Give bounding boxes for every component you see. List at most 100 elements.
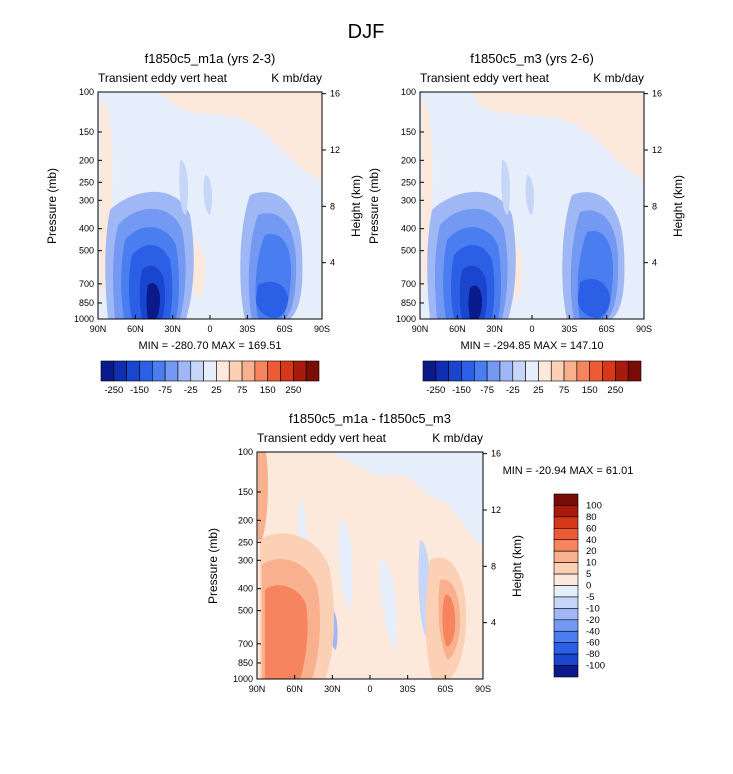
colorbar-swatch [553,585,579,598]
y-tick-label: 150 [238,487,253,497]
y-tick-label: 1000 [233,674,253,684]
panel-3-polar-edge [258,452,269,540]
colorbar-swatch [553,493,579,506]
y-tick-label: 850 [238,658,253,668]
colorbar-label: -5 [586,592,594,603]
x-tick-label: 30N [324,684,341,694]
colorbar-label: 250 [607,385,623,396]
height-tick-label: 8 [652,201,657,211]
height-tick-label: 12 [652,145,662,155]
colorbar-label: -60 [586,638,600,649]
panel-2-axis-ticks: 90N 60N 30N 0 30S 60S 90S 100 150 200 250 300 400 500… [396,87,662,334]
colorbar-swatch [190,360,204,382]
colorbar-swatch [553,596,579,609]
panel-3-title: f1850c5_m1a - f1850c5_m3 [289,411,451,426]
panel-2-left-string: Transient eddy vert heat [420,71,550,85]
colorbar-swatch [254,360,269,382]
y-tick-label: 200 [238,515,253,525]
colorbar-swatch [553,630,579,643]
colorbar-swatch [553,539,579,552]
panel-2-ylabel: Pressure (mb) [367,168,381,244]
height-tick-label: 12 [330,145,340,155]
panel-3-units: K mb/day [432,431,483,445]
x-tick-label: 30S [400,684,416,694]
colorbar-swatch [499,360,514,382]
panel-1-positive-upper [160,92,322,180]
panel-1: f1850c5_m1a (yrs 2-3) Transient eddy ver… [45,51,363,396]
x-tick-label: 90N [90,324,107,334]
y-tick-label: 1000 [396,314,416,324]
x-tick-label: 90N [412,324,429,334]
colorbar-swatch [435,360,449,382]
colorbar-swatch [305,360,320,382]
panel-3-min-max: MIN = -20.94 MAX = 61.01 [503,465,634,477]
colorbar-swatch [563,360,578,382]
panel-2-colorbar: -250 -150 -75 -25 25 75 150 250 [422,360,642,396]
panel-3-negative-upper [330,452,483,545]
colorbar-swatch [177,360,192,382]
colorbar-swatch [241,360,256,382]
colorbar-label: -25 [184,385,198,396]
colorbar-label: -80 [586,649,600,660]
colorbar-label: 150 [582,385,598,396]
panel-2-field [420,92,644,319]
colorbar-swatch [553,528,579,541]
colorbar-label: 75 [559,385,570,396]
colorbar-swatch [550,360,565,382]
colorbar-swatch [553,619,579,632]
colorbar-label: 40 [586,535,597,546]
colorbar-swatch [553,573,579,586]
colorbar-swatch [164,360,179,382]
x-tick-label: 60N [449,324,466,334]
y-tick-label: 250 [401,177,416,187]
y-tick-label: 700 [238,639,253,649]
colorbar-swatch [589,360,603,382]
y-tick-label: 150 [401,127,416,137]
panel-3-axis-ticks: 90N 60N 30N 0 30S 60S 90S 100 150 200 250 300 400 500… [233,447,501,694]
colorbar-label: -75 [480,385,494,396]
y-tick-label: 850 [79,298,94,308]
x-tick-label: 0 [207,324,212,334]
colorbar-swatch [553,505,579,518]
panel-2-units: K mb/day [593,71,644,85]
colorbar-swatch [267,360,281,382]
colorbar-swatch [553,665,579,678]
x-tick-label: 30N [164,324,181,334]
colorbar-swatch [553,516,579,529]
y-tick-label: 100 [401,87,416,97]
colorbar-label: 25 [211,385,222,396]
panel-2-weak-negative-a [501,160,510,215]
panel-2-positive-upper [470,92,644,180]
colorbar-swatch [422,360,437,382]
panel-3-field [257,452,483,679]
colorbar-swatch [139,360,153,382]
panel-2-nh-core [468,285,482,319]
colorbar-swatch [512,360,526,382]
height-tick-label: 4 [330,258,335,268]
x-tick-label: 90N [249,684,266,694]
colorbar-swatch [461,360,475,382]
panel-3-left-string: Transient eddy vert heat [257,431,387,445]
y-tick-label: 700 [79,279,94,289]
y-tick-label: 1000 [74,314,94,324]
colorbar-label: 0 [586,581,591,592]
panel-1-weak-negative-b [203,175,213,215]
y-tick-label: 700 [401,279,416,289]
y-tick-label: 100 [79,87,94,97]
y-tick-label: 300 [401,195,416,205]
colorbar-swatch [228,360,243,382]
colorbar-swatch [216,360,230,382]
colorbar-swatch [627,360,642,382]
colorbar-swatch [553,562,579,575]
panel-2-ylabel-right: Height (km) [671,175,685,237]
colorbar-label: 80 [586,512,597,523]
y-tick-label: 500 [401,246,416,256]
colorbar-swatch [151,360,166,382]
panel-2-sh-core [578,278,610,318]
y-tick-label: 200 [401,155,416,165]
panel-3-ylabel: Pressure (mb) [206,528,220,604]
colorbar-label: 25 [533,385,544,396]
colorbar-swatch [553,608,579,621]
height-tick-label: 16 [491,449,501,459]
